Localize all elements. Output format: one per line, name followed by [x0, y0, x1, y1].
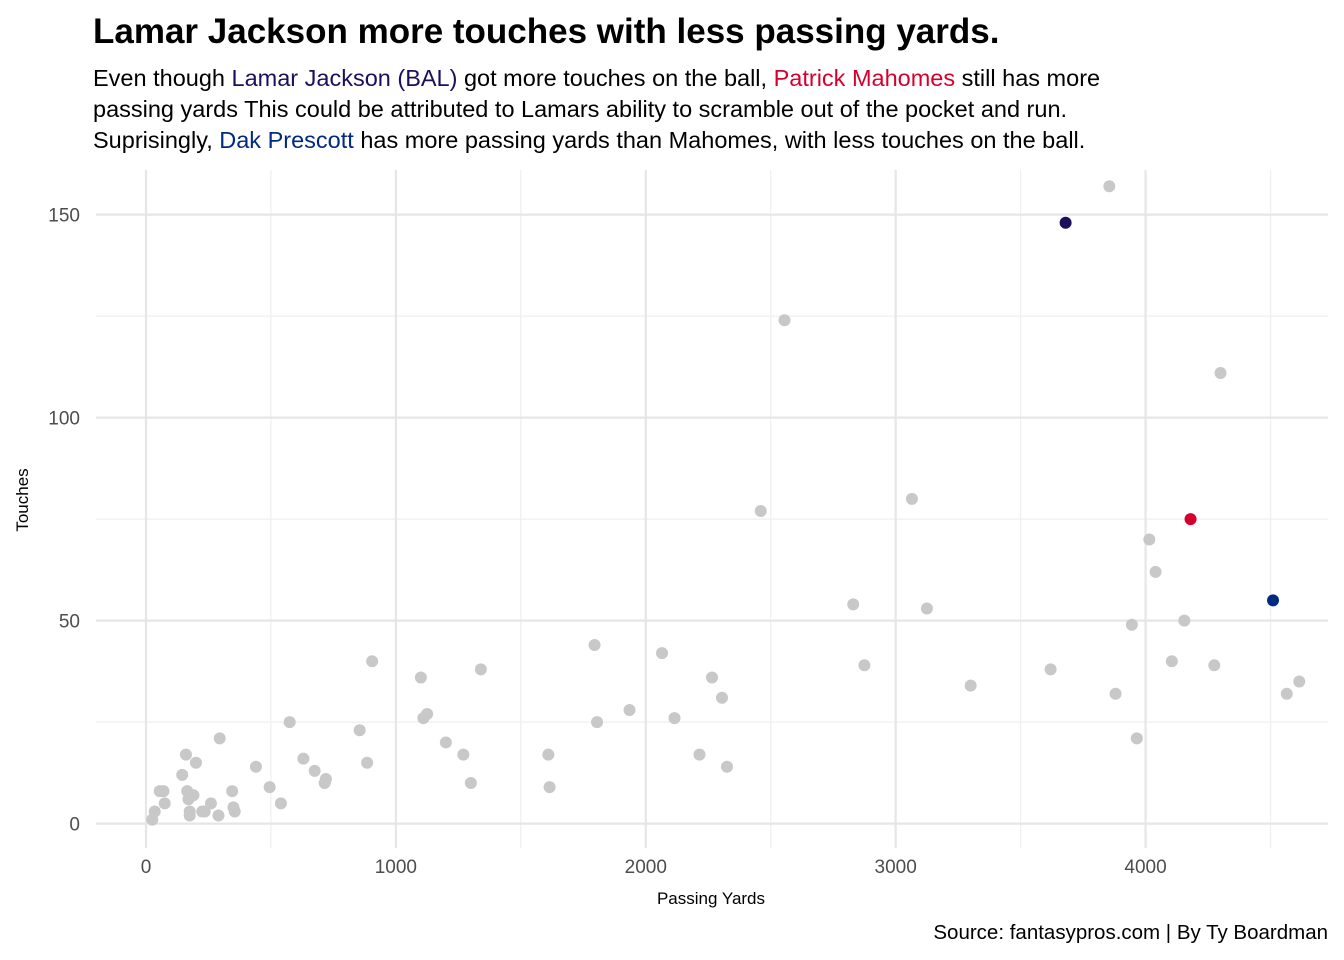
- chart-caption: Source: fantasypros.com | By Ty Boardman: [933, 921, 1328, 944]
- data-point: [778, 314, 791, 327]
- x-tick-label: 3000: [875, 857, 917, 878]
- data-point: [274, 797, 287, 810]
- data-point: [715, 691, 728, 704]
- y-axis-title: Touches: [13, 468, 32, 531]
- x-tick-label: 0: [141, 857, 152, 878]
- data-point: [1125, 618, 1138, 631]
- data-point: [588, 639, 601, 652]
- data-point: [1143, 533, 1156, 546]
- data-point: [623, 703, 636, 716]
- data-point: [249, 760, 262, 773]
- data-point: [706, 671, 718, 684]
- data-point: [1208, 659, 1221, 672]
- y-tick-label: 100: [48, 409, 80, 430]
- data-point: [183, 809, 196, 822]
- data-point: [543, 781, 556, 794]
- data-point: [542, 748, 555, 761]
- data-point: [720, 760, 733, 773]
- data-point: [1178, 614, 1191, 627]
- data-points: [146, 180, 1306, 826]
- data-point: [176, 768, 189, 781]
- highlighted-data-point: [1267, 594, 1280, 607]
- data-point: [421, 708, 434, 721]
- data-point: [179, 748, 192, 761]
- subtitle-line-3: Suprisingly, Dak Prescott has more passi…: [93, 125, 1313, 156]
- data-point: [1280, 687, 1293, 700]
- data-point: [964, 679, 977, 692]
- subtitle-lamar-jackson: Lamar Jackson (BAL): [231, 65, 458, 91]
- data-point: [297, 752, 310, 765]
- data-point: [693, 748, 706, 761]
- data-point: [157, 785, 170, 798]
- data-point: [1149, 565, 1162, 578]
- data-point: [319, 772, 332, 785]
- data-point: [308, 764, 321, 777]
- data-point: [212, 809, 225, 822]
- highlighted-data-point: [1184, 513, 1197, 526]
- grid: [96, 170, 1328, 848]
- data-point: [148, 805, 161, 818]
- axis-ticks: 0 1000 2000 3000 4000 0 50 100 150: [48, 206, 1166, 878]
- data-point: [226, 785, 239, 798]
- x-tick-label: 4000: [1124, 857, 1166, 878]
- data-point: [1293, 675, 1306, 688]
- data-point: [1130, 732, 1143, 745]
- chart-title: Lamar Jackson more touches with less pas…: [93, 12, 1000, 51]
- subtitle-text: Even though: [93, 65, 232, 91]
- subtitle-text: Suprisingly,: [93, 127, 220, 153]
- x-tick-label: 2000: [625, 857, 667, 878]
- data-point: [920, 602, 933, 615]
- data-point: [189, 756, 202, 769]
- data-point: [858, 659, 871, 672]
- data-point: [1103, 180, 1116, 193]
- subtitle-text: passing yards This could be attributed t…: [93, 96, 1068, 122]
- data-point: [591, 716, 604, 729]
- data-point: [464, 777, 477, 790]
- data-point: [366, 655, 379, 668]
- data-point: [361, 756, 374, 769]
- data-point: [414, 671, 427, 684]
- subtitle-text: has more passing yards than Mahomes, wit…: [353, 127, 1086, 153]
- data-point: [847, 598, 860, 611]
- data-point: [228, 805, 241, 818]
- data-point: [439, 736, 452, 749]
- data-point: [754, 505, 767, 518]
- data-point: [1165, 655, 1178, 668]
- y-tick-label: 150: [48, 206, 80, 227]
- data-point: [1109, 687, 1122, 700]
- data-point: [474, 663, 487, 676]
- y-tick-label: 0: [69, 815, 80, 836]
- subtitle-patrick-mahomes: Patrick Mahomes: [773, 65, 956, 91]
- data-point: [457, 748, 470, 761]
- subtitle-line-1: Even though Lamar Jackson (BAL) got more…: [93, 63, 1313, 94]
- data-point: [905, 492, 918, 505]
- chart-subtitle: Even though Lamar Jackson (BAL) got more…: [93, 63, 1313, 156]
- data-point: [158, 797, 171, 810]
- data-point: [1044, 663, 1057, 676]
- subtitle-dak-prescott: Dak Prescott: [219, 127, 354, 153]
- data-point: [187, 789, 200, 802]
- data-point: [1214, 366, 1227, 379]
- data-point: [668, 712, 681, 725]
- highlighted-data-point: [1059, 216, 1072, 229]
- subtitle-text: got more touches on the ball,: [457, 65, 774, 91]
- data-point: [656, 647, 669, 660]
- data-point: [204, 797, 217, 810]
- data-point: [198, 805, 211, 818]
- data-point: [213, 732, 226, 745]
- subtitle-line-2: passing yards This could be attributed t…: [93, 94, 1313, 125]
- x-tick-label: 1000: [375, 857, 417, 878]
- data-point: [353, 724, 366, 737]
- y-tick-label: 50: [59, 612, 80, 633]
- x-axis-title: Passing Yards: [657, 889, 765, 908]
- subtitle-text: still has more: [955, 65, 1101, 91]
- data-point: [283, 716, 296, 729]
- data-point: [263, 781, 276, 794]
